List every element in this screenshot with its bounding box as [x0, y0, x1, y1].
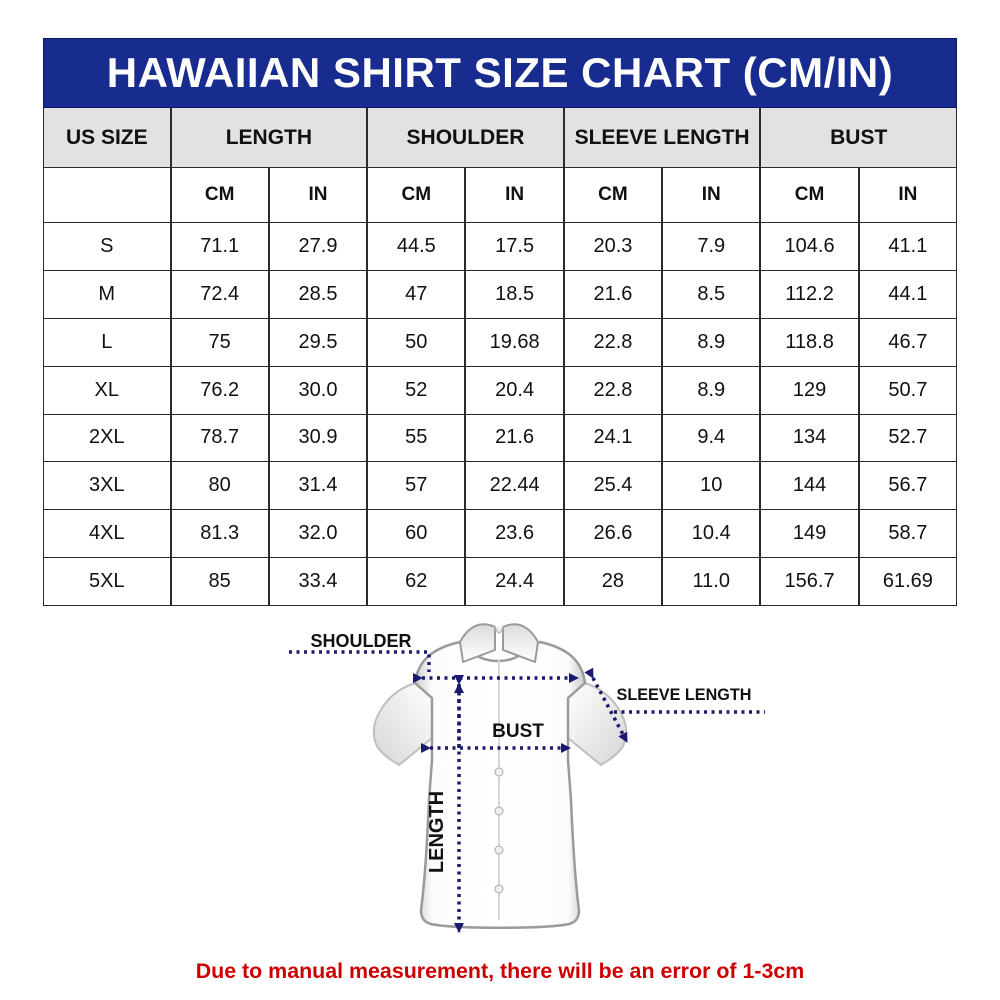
svg-text:LENGTH: LENGTH: [426, 791, 448, 873]
svg-text:SLEEVE LENGTH: SLEEVE LENGTH: [617, 686, 752, 704]
svg-text:SHOULDER: SHOULDER: [310, 631, 411, 651]
svg-text:BUST: BUST: [492, 721, 544, 742]
